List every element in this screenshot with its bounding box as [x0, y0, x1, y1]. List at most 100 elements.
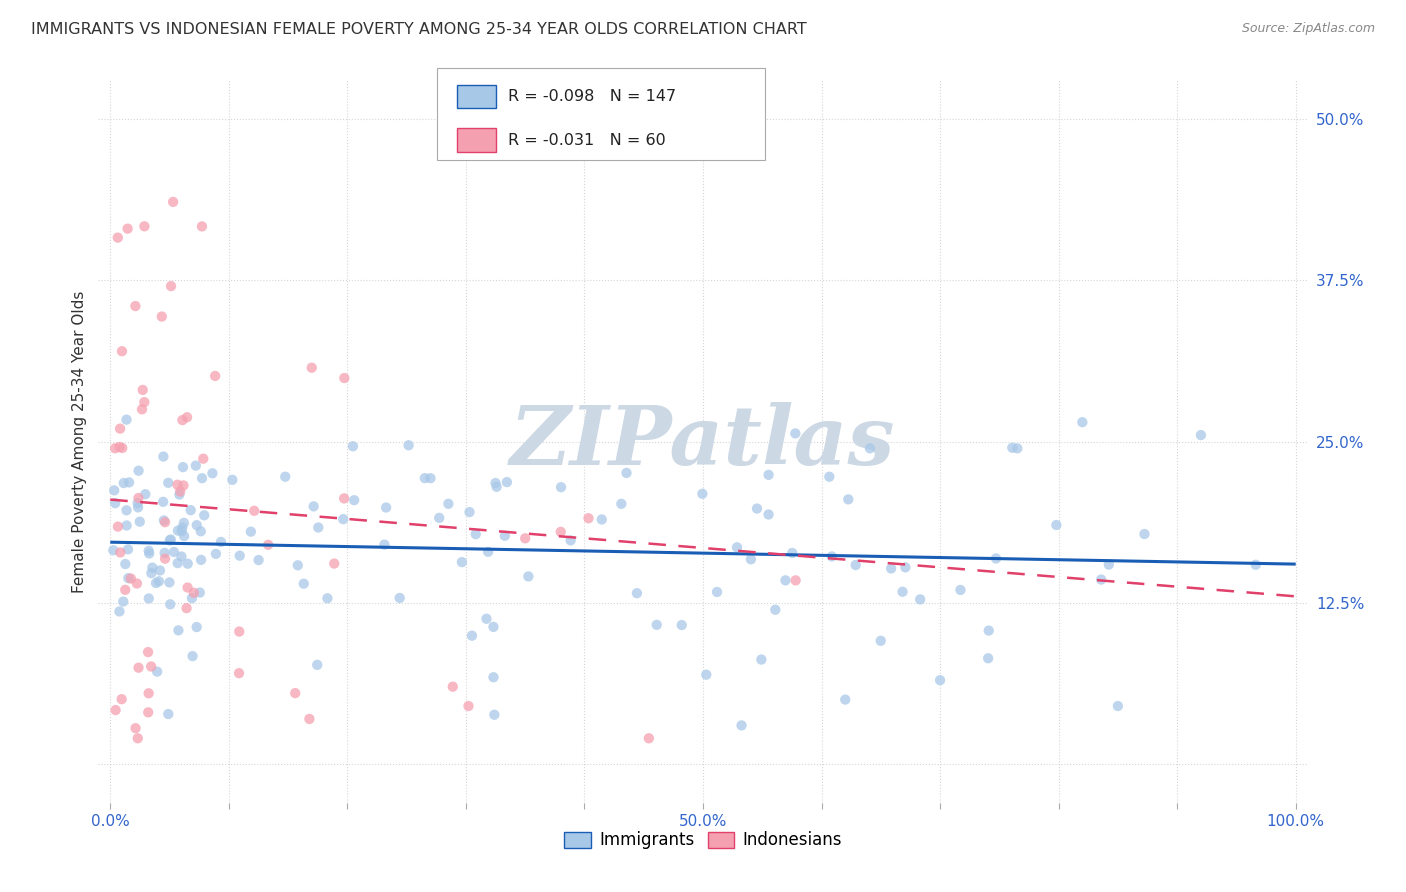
Point: [307, 520, 329, 534]
Point: [136, 706, 159, 720]
Point: [148, 574, 170, 589]
Point: [141, 659, 163, 673]
Point: [1098, 558, 1121, 572]
Point: [172, 413, 194, 427]
Point: [461, 629, 484, 643]
Point: [110, 545, 132, 559]
Point: [758, 508, 780, 522]
Point: [150, 310, 173, 324]
Point: [103, 483, 125, 498]
Point: [785, 426, 807, 441]
Point: [136, 645, 159, 659]
Point: [117, 542, 139, 557]
Point: [127, 491, 149, 505]
Point: [834, 692, 856, 706]
Point: [751, 652, 773, 666]
Point: [191, 219, 214, 234]
Point: [128, 515, 150, 529]
Point: [124, 299, 146, 313]
Point: [157, 475, 180, 490]
Point: [141, 560, 163, 574]
Point: [138, 591, 160, 606]
Point: [239, 524, 262, 539]
Point: [173, 516, 195, 530]
Point: [117, 571, 139, 585]
Point: [209, 535, 232, 549]
Point: [138, 686, 160, 700]
Point: [821, 549, 844, 564]
Point: [343, 493, 366, 508]
Point: [775, 574, 797, 588]
Point: [104, 442, 127, 456]
Point: [221, 473, 243, 487]
Point: [128, 464, 150, 478]
Point: [373, 538, 395, 552]
Point: [153, 515, 176, 529]
Point: [517, 569, 540, 583]
Point: [1189, 428, 1212, 442]
Point: [375, 500, 398, 515]
Point: [706, 585, 728, 599]
Point: [725, 541, 748, 555]
Text: R = -0.031   N = 60: R = -0.031 N = 60: [508, 133, 665, 147]
Point: [205, 547, 228, 561]
Point: [131, 402, 153, 417]
Point: [616, 466, 638, 480]
Point: [159, 533, 181, 548]
Point: [740, 552, 762, 566]
Point: [172, 521, 194, 535]
Point: [550, 524, 572, 539]
Point: [398, 438, 420, 452]
Point: [332, 512, 354, 526]
Text: IMMIGRANTS VS INDONESIAN FEMALE POVERTY AMONG 25-34 YEAR OLDS CORRELATION CHART: IMMIGRANTS VS INDONESIAN FEMALE POVERTY …: [31, 22, 807, 37]
Text: Source: ZipAtlas.com: Source: ZipAtlas.com: [1241, 22, 1375, 36]
Point: [160, 279, 183, 293]
Point: [128, 661, 150, 675]
Point: [257, 538, 280, 552]
Point: [413, 471, 436, 485]
Point: [191, 471, 214, 485]
Point: [134, 395, 156, 409]
Point: [437, 497, 460, 511]
Point: [181, 649, 204, 664]
Point: [949, 582, 972, 597]
Point: [172, 478, 194, 492]
Point: [149, 564, 172, 578]
Point: [869, 633, 891, 648]
Point: [929, 673, 952, 688]
Point: [458, 505, 481, 519]
Point: [763, 603, 786, 617]
Point: [427, 511, 450, 525]
Point: [166, 477, 188, 491]
Point: [496, 475, 519, 489]
Point: [115, 518, 138, 533]
Point: [152, 495, 174, 509]
Point: [115, 503, 138, 517]
Point: [153, 551, 176, 566]
Point: [494, 529, 516, 543]
Point: [1001, 441, 1024, 455]
Point: [591, 512, 613, 526]
Point: [159, 598, 181, 612]
Point: [134, 219, 156, 234]
Point: [891, 584, 914, 599]
Point: [316, 591, 339, 606]
Point: [695, 667, 717, 681]
Point: [977, 651, 1000, 665]
Point: [176, 601, 198, 615]
Point: [550, 480, 572, 494]
Point: [301, 360, 323, 375]
Point: [138, 547, 160, 561]
Point: [333, 371, 356, 385]
Point: [477, 545, 499, 559]
Point: [845, 558, 868, 572]
Point: [247, 553, 270, 567]
Text: ZIPatlas: ZIPatlas: [510, 401, 896, 482]
Point: [114, 557, 136, 571]
Point: [146, 665, 169, 679]
Point: [1133, 527, 1156, 541]
Point: [1090, 573, 1112, 587]
Point: [173, 529, 195, 543]
Point: [153, 546, 176, 560]
Point: [610, 497, 633, 511]
